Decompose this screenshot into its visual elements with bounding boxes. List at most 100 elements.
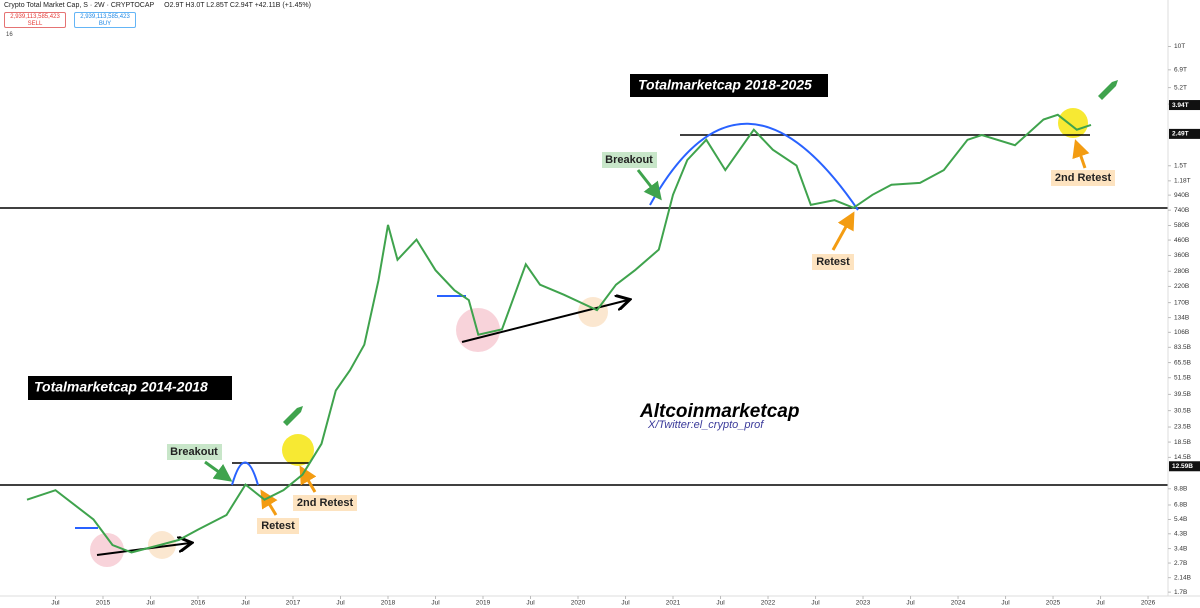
price-label: 12.59B: [1172, 463, 1193, 470]
annotation-title: Totalmarketcap 2014-2018: [34, 379, 208, 395]
y-tick-label: 23.5B: [1174, 424, 1191, 431]
y-tick-label: 14.5B: [1174, 454, 1191, 461]
tag: Retest: [261, 520, 295, 532]
label-box: [28, 376, 232, 400]
x-tick-label: 2026: [1141, 600, 1156, 607]
sell-label: SELL: [27, 21, 43, 27]
annotation-shapes: [0, 80, 1168, 567]
x-tick-label: Jul: [906, 600, 915, 607]
x-tick-label: Jul: [336, 600, 345, 607]
rocket-icon: [1098, 80, 1118, 100]
price-label-box: [1169, 461, 1200, 472]
arrow: [636, 169, 662, 201]
annotations: Totalmarketcap 2018-2025 Totalmarketcap …: [28, 74, 1115, 534]
buy-label: BUY: [98, 21, 112, 27]
arrow: [1072, 139, 1090, 169]
highlight: [282, 434, 314, 466]
symbol: Crypto Total Market Cap, S · 2W · CRYPTO…: [4, 2, 155, 9]
y-tick-label: 65.5B: [1174, 359, 1191, 366]
y-tick-label: 3.4B: [1174, 545, 1187, 552]
x-tick-label: 2019: [476, 600, 491, 607]
buy-price: 2,939,113,585,423: [80, 14, 130, 20]
label-box: [630, 74, 828, 97]
x-tick-label: 2017: [286, 600, 301, 607]
y-tick-label: 360B: [1174, 252, 1189, 259]
y-tick-label: 5.4B: [1174, 516, 1187, 523]
tag: 2nd Retest: [1055, 172, 1112, 184]
y-tick-label: 580B: [1174, 222, 1189, 229]
x-tick-label: Jul: [51, 600, 60, 607]
y-tick-label: 6.8B: [1174, 502, 1187, 509]
x-tick-label: Jul: [1096, 600, 1105, 607]
y-tick-label: 106B: [1174, 329, 1189, 336]
y-tick-label: 940B: [1174, 192, 1189, 199]
x-tick-label: 2022: [761, 600, 776, 607]
tag: Retest: [816, 256, 850, 268]
x-tick-label: Jul: [621, 600, 630, 607]
y-tick-label: 51.5B: [1174, 374, 1191, 381]
y-tick-label: 220B: [1174, 283, 1189, 290]
x-tick-label: 2015: [96, 600, 111, 607]
indicator-count[interactable]: 16: [6, 32, 13, 38]
x-tick-label: Jul: [716, 600, 725, 607]
watermark: X/Twitter:el_crypto_prof: [647, 419, 764, 431]
watermark: Altcoinmarketcap: [639, 401, 799, 422]
label-box: [602, 152, 657, 168]
price-label: 2.49T: [1172, 131, 1189, 138]
highlight: [1058, 108, 1088, 138]
annotation-title: Totalmarketcap 2018-2025: [638, 77, 812, 93]
tag: Breakout: [170, 446, 218, 458]
y-tick-label: 1.7B: [1174, 589, 1187, 596]
x-tick-label: 2021: [666, 600, 681, 607]
label-box: [167, 444, 222, 460]
arrow: [299, 465, 317, 493]
arrow: [260, 489, 278, 516]
sell-button[interactable]: 2,939,113,585,423 SELL: [4, 12, 66, 28]
label-box: [1051, 170, 1115, 186]
x-tick-label: Jul: [241, 600, 250, 607]
price-label-box: [1169, 100, 1200, 111]
tag: Breakout: [605, 154, 653, 166]
y-tick-label: 6.9T: [1174, 67, 1187, 74]
arrow: [204, 460, 233, 482]
x-tick-label: 2018: [381, 600, 396, 607]
y-tick-label: 5.2T: [1174, 84, 1187, 91]
x-tick-label: 2020: [571, 600, 586, 607]
arrow: [831, 211, 855, 251]
y-tick-label: 39.5B: [1174, 391, 1191, 398]
price-label: 3.94T: [1172, 102, 1189, 109]
label-box: [293, 495, 357, 511]
tag: 2nd Retest: [297, 497, 354, 509]
y-tick-label: 4.3B: [1174, 531, 1187, 538]
y-tick-label: 2.14B: [1174, 574, 1191, 581]
x-tick-label: Jul: [1001, 600, 1010, 607]
y-tick-label: 83.5B: [1174, 344, 1191, 351]
y-tick-label: 740B: [1174, 207, 1189, 214]
buy-button[interactable]: 2,939,113,585,423 BUY: [74, 12, 136, 28]
x-tick-label: 2023: [856, 600, 871, 607]
label-box: [257, 518, 299, 534]
x-tick-label: 2025: [1046, 600, 1061, 607]
y-tick-label: 1.18T: [1174, 178, 1191, 185]
x-tick-label: Jul: [811, 600, 820, 607]
y-tick-label: 280B: [1174, 268, 1189, 275]
x-tick-label: 2016: [191, 600, 206, 607]
arc: [649, 122, 859, 211]
y-tick-label: 30.5B: [1174, 407, 1191, 414]
x-tick-label: Jul: [526, 600, 535, 607]
y-tick-label: 10T: [1174, 43, 1185, 50]
label-box: [812, 254, 854, 270]
y-tick-label: 18.5B: [1174, 439, 1191, 446]
highlight: [90, 533, 124, 567]
x-tick-label: Jul: [431, 600, 440, 607]
y-tick-label: 1.5T: [1174, 162, 1187, 169]
rocket-icon: [283, 406, 303, 426]
x-tick-label: 2024: [951, 600, 966, 607]
y-tick-label: 2.7B: [1174, 560, 1187, 567]
y-tick-label: 170B: [1174, 299, 1189, 306]
arc: [231, 461, 259, 486]
header: Crypto Total Market Cap, S · 2W · CRYPTO…: [4, 2, 311, 9]
price-label-box: [1169, 128, 1200, 139]
